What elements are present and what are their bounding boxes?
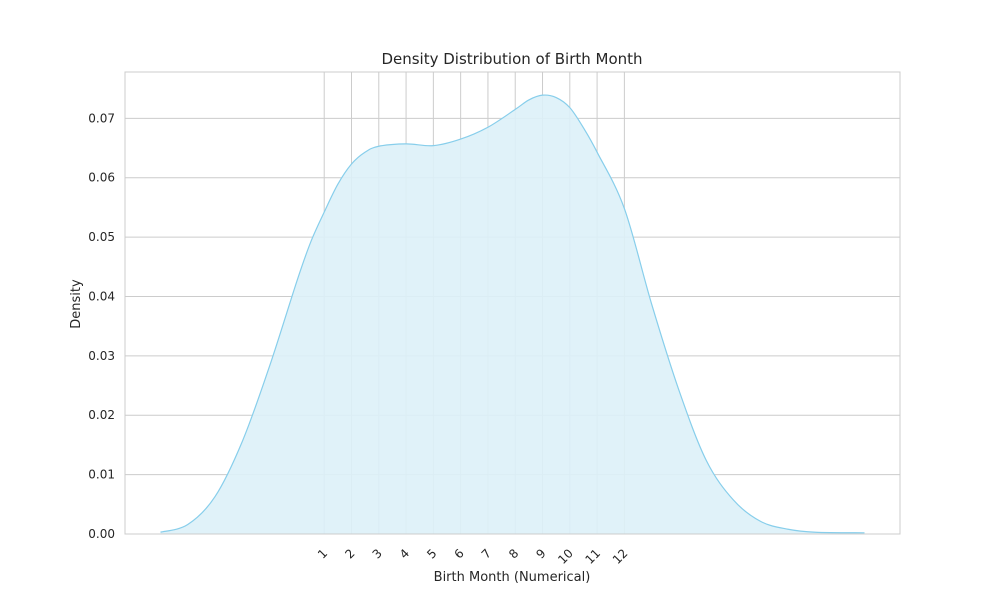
density-line	[160, 94, 865, 534]
y-tick-label: 0.05	[88, 230, 115, 244]
y-axis-label: Density	[69, 279, 84, 329]
y-tick-label: 0.04	[88, 289, 115, 303]
chart-title: Density Distribution of Birth Month	[381, 50, 642, 68]
plot-area	[160, 94, 865, 534]
y-tick-label: 0.03	[88, 349, 115, 363]
y-axis-ticks: 0.00 0.01 0.02 0.03 0.04 0.05 0.06 0.07	[88, 111, 115, 541]
y-tick-label: 0.00	[88, 527, 115, 541]
y-tick-label: 0.02	[88, 408, 115, 422]
y-tick-label: 0.07	[88, 111, 115, 125]
x-axis-label: Birth Month (Numerical)	[434, 570, 591, 585]
plot-frame	[124, 71, 901, 535]
y-tick-label: 0.01	[88, 468, 115, 482]
density-area	[160, 95, 865, 534]
y-tick-label: 0.06	[88, 171, 115, 185]
